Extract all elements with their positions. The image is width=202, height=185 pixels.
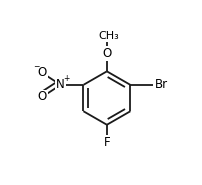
- Text: −: −: [33, 62, 39, 71]
- Text: N: N: [56, 78, 65, 91]
- Text: O: O: [37, 90, 46, 103]
- Text: CH₃: CH₃: [97, 31, 118, 41]
- Text: F: F: [103, 136, 110, 149]
- Text: O: O: [102, 47, 111, 60]
- Text: O: O: [37, 66, 46, 79]
- Text: +: +: [62, 74, 69, 83]
- Text: Br: Br: [155, 78, 168, 91]
